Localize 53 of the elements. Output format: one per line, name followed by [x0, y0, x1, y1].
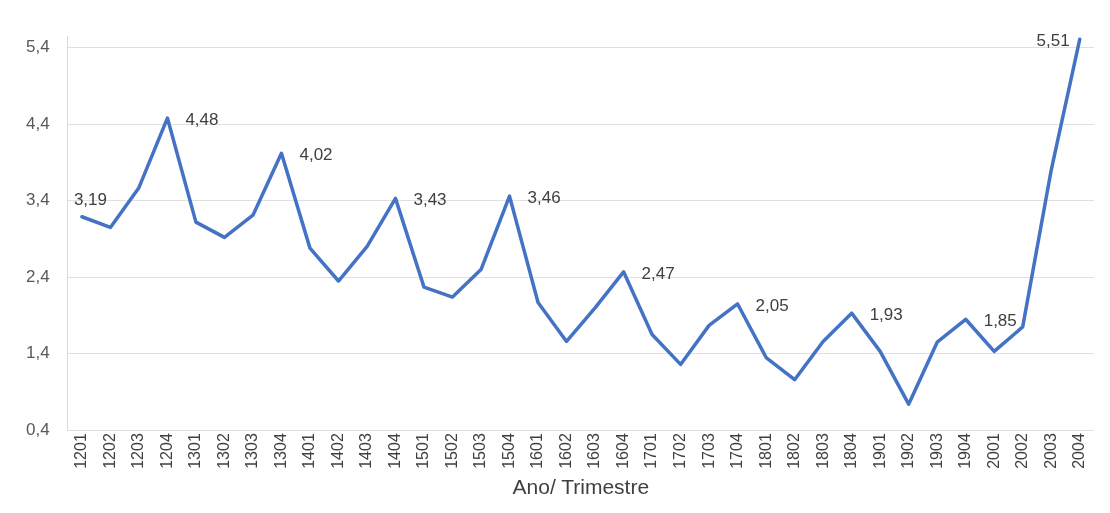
- x-axis-title: Ano/ Trimestre: [512, 475, 650, 499]
- x-tick-label: 1702: [670, 433, 688, 469]
- x-tick-label: 1203: [129, 433, 147, 469]
- x-tick-label: 1704: [728, 433, 746, 469]
- x-tick-label: 1802: [785, 433, 803, 469]
- data-label: 3,43: [413, 190, 447, 210]
- x-tick-label: 2003: [1041, 433, 1059, 469]
- data-label: 5,51: [1036, 30, 1070, 50]
- y-tick-label: 5,4: [25, 37, 50, 57]
- y-tick-label: 3,4: [25, 190, 50, 210]
- x-tick-label: 1202: [100, 433, 118, 469]
- data-label: 2,05: [755, 295, 789, 315]
- y-tick-label: 2,4: [25, 266, 50, 286]
- x-tick-label: 1901: [870, 433, 888, 469]
- x-tick-label: 1304: [271, 433, 289, 469]
- x-tick-label: 1503: [471, 433, 489, 469]
- x-tick-label: 1303: [243, 433, 261, 469]
- x-tick-label: 2002: [1013, 433, 1031, 469]
- x-tick-label: 1701: [642, 433, 660, 469]
- x-tick-label: 1801: [756, 433, 774, 469]
- x-tick-label: 1602: [556, 433, 574, 469]
- data-label: 3,19: [73, 190, 107, 210]
- y-tick-label: 0,4: [25, 419, 50, 439]
- x-tick-label: 1703: [699, 433, 717, 469]
- x-tick-label: 1803: [813, 433, 831, 469]
- data-label: 1,93: [869, 304, 903, 324]
- data-label: 4,02: [299, 144, 333, 164]
- data-label: 2,47: [641, 263, 675, 283]
- x-tick-label: 1501: [414, 433, 432, 469]
- x-tick-label: 1603: [585, 433, 603, 469]
- x-tick-label: 1601: [528, 433, 546, 469]
- x-tick-label: 1403: [357, 433, 375, 469]
- x-tick-label: 1404: [385, 433, 403, 469]
- x-tick-label: 1302: [214, 433, 232, 469]
- x-tick-label: 1201: [72, 433, 90, 469]
- y-tick-label: 1,4: [25, 343, 50, 363]
- y-tick-label: 4,4: [25, 113, 50, 133]
- data-label: 1,85: [983, 310, 1017, 330]
- x-tick-label: 1904: [956, 433, 974, 469]
- x-tick-label: 1902: [899, 433, 917, 469]
- data-label: 3,46: [527, 187, 561, 207]
- x-tick-label: 1301: [186, 433, 204, 469]
- x-tick-label: 2001: [984, 433, 1002, 469]
- data-label: 4,48: [185, 109, 219, 129]
- x-tick-label: 1504: [499, 433, 517, 469]
- x-tick-label: 1502: [442, 433, 460, 469]
- x-tick-label: 2004: [1070, 433, 1088, 469]
- x-tick-label: 1402: [328, 433, 346, 469]
- x-tick-label: 1804: [842, 433, 860, 469]
- x-tick-label: 1604: [613, 433, 631, 469]
- x-tick-label: 1401: [300, 433, 318, 469]
- x-tick-label: 1204: [157, 433, 175, 469]
- x-tick-label: 1903: [927, 433, 945, 469]
